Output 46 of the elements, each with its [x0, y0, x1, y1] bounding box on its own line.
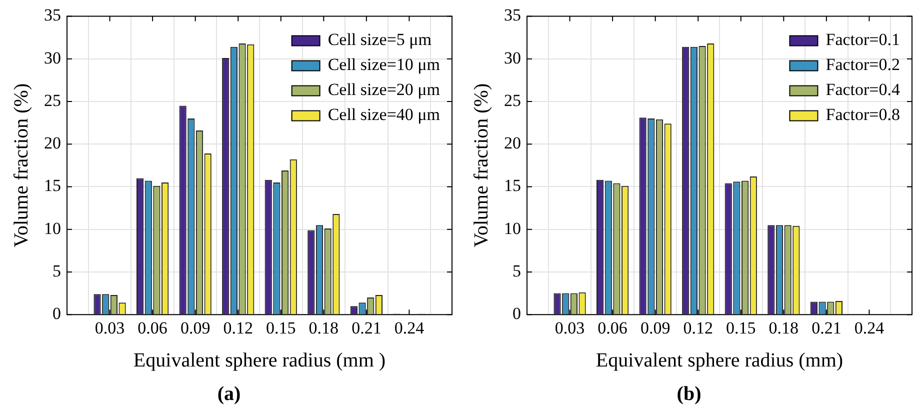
- legend-label: Factor=0.4: [826, 80, 900, 100]
- x-axis-title: Equivalent sphere radius (mm ): [133, 349, 386, 372]
- x-tick-label: 0.06: [138, 318, 168, 338]
- y-axis-title: Volume fraction (%): [10, 83, 32, 248]
- y-tick-label: 0: [512, 304, 521, 324]
- y-tick-label: 10: [504, 218, 521, 238]
- x-tick-label: 0.21: [352, 318, 382, 338]
- y-tick-label: 5: [512, 261, 521, 280]
- x-tick-label: 0.09: [180, 318, 210, 338]
- legend-label: Cell size=10 μm: [328, 55, 440, 74]
- y-tick-label: 30: [504, 48, 521, 68]
- y-tick-label: 35: [504, 6, 521, 25]
- x-tick-label: 0.03: [554, 318, 585, 338]
- x-tick-label: 0.15: [726, 318, 756, 338]
- text: (a): [217, 383, 241, 406]
- y-tick-label: 10: [44, 218, 61, 238]
- x-tick-label: 0.06: [598, 318, 628, 338]
- y-tick-label: 5: [52, 261, 61, 280]
- x-tick-label: 0.15: [266, 318, 296, 338]
- y-tick-label: 0: [52, 304, 61, 324]
- text: (b): [676, 383, 702, 406]
- x-tick-label: 0.21: [812, 318, 842, 338]
- y-tick-label: 25: [504, 90, 521, 110]
- x-tick-label: 0.18: [308, 318, 339, 338]
- x-tick-label: 0.03: [94, 318, 125, 338]
- x-tick-label: 0.09: [640, 318, 670, 338]
- y-tick-label: 20: [44, 134, 61, 153]
- legend-label: Cell size=40 μm: [328, 105, 440, 124]
- y-tick-label: 15: [504, 176, 521, 196]
- legend-label: Factor=0.1: [826, 30, 900, 50]
- legend-label: Cell size=20 μm: [328, 80, 440, 100]
- x-tick-label: 0.24: [854, 318, 885, 338]
- x-tick-label: 0.24: [394, 318, 425, 338]
- x-tick-label: 0.12: [683, 318, 713, 338]
- legend-label: Factor=0.8: [826, 105, 900, 124]
- x-tick-label: 0.12: [223, 318, 253, 338]
- legend-label: Factor=0.2: [826, 55, 900, 74]
- y-tick-label: 35: [44, 6, 61, 25]
- y-tick-label: 30: [44, 48, 61, 68]
- y-tick-label: 25: [44, 90, 61, 110]
- y-tick-label: 20: [504, 134, 521, 153]
- legend-label: Cell size=5 μm: [328, 30, 432, 50]
- y-tick-label: 15: [44, 176, 61, 196]
- x-tick-label: 0.18: [768, 318, 799, 338]
- x-axis-title: Equivalent sphere radius (mm): [596, 349, 844, 372]
- y-axis-title: Volume fraction (%): [470, 83, 492, 248]
